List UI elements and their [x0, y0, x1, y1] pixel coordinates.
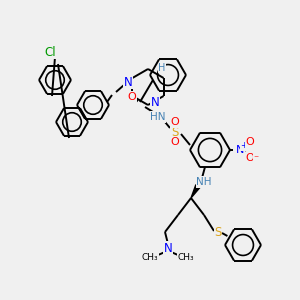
Polygon shape: [191, 185, 200, 198]
Text: CH₃: CH₃: [142, 254, 158, 262]
Text: N: N: [164, 242, 172, 254]
Text: CH₃: CH₃: [178, 254, 194, 262]
Text: O: O: [246, 137, 254, 147]
Text: N: N: [124, 76, 132, 88]
Text: Cl: Cl: [44, 46, 56, 59]
Text: +: +: [241, 142, 248, 151]
Text: S: S: [171, 125, 179, 139]
Text: O: O: [128, 92, 136, 102]
Text: H: H: [158, 63, 166, 73]
Text: O: O: [246, 153, 254, 163]
Text: S: S: [214, 226, 222, 238]
Text: ⁻: ⁻: [254, 154, 259, 164]
Text: NH: NH: [196, 177, 212, 187]
Text: HN: HN: [150, 112, 166, 122]
Text: O: O: [171, 137, 179, 147]
Text: N: N: [151, 95, 159, 109]
Text: N: N: [236, 145, 244, 155]
Text: O: O: [171, 117, 179, 127]
